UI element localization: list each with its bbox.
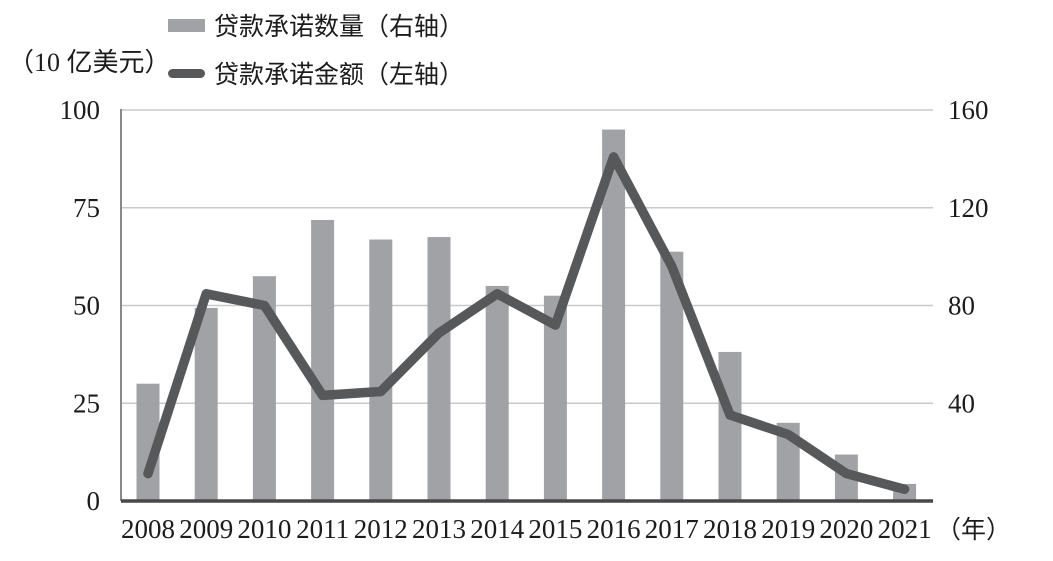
legend-item-bar-series: 贷款承诺数量（右轴） [168,12,464,41]
bar-swatch-icon [168,18,205,32]
bar-2009 [194,307,218,501]
right-axis-labels: 40 80 120 160 [948,95,989,418]
right-tick-80: 80 [948,291,975,321]
legend: 贷款承诺数量（右轴） 贷款承诺金额（左轴） [168,12,464,108]
x-tick-2019: 2019 [761,514,815,544]
x-tick-2008: 2008 [121,514,175,544]
x-tick-2020: 2020 [819,514,873,544]
right-tick-40: 40 [948,388,975,418]
loan-amount-line [143,152,910,495]
bar-2011 [311,219,335,501]
x-tick-2012: 2012 [354,514,408,544]
bar-2016 [602,129,626,502]
gridlines [121,109,933,404]
x-tick-2018: 2018 [703,514,757,544]
x-tick-2014: 2014 [470,514,525,544]
bar-2015 [543,295,567,501]
x-tick-2010: 2010 [237,514,291,544]
left-tick-25: 25 [73,388,100,418]
bar-2013 [427,237,451,501]
x-tick-2015: 2015 [528,514,582,544]
line-swatch-icon [168,68,205,78]
bar-2018 [718,351,742,501]
legend-item-line-series: 贷款承诺金额（左轴） [168,60,464,89]
right-tick-120: 120 [948,193,989,223]
bar-2008 [136,383,160,501]
left-axis-labels: 0 25 50 75 100 [60,95,101,516]
bar-2010 [252,276,276,501]
right-tick-160: 160 [948,95,989,125]
x-tick-2009: 2009 [179,514,233,544]
legend-label-line-series: 贷款承诺金额（左轴） [214,62,465,89]
left-tick-75: 75 [73,193,100,223]
bar-2017 [660,251,684,501]
bar-series [136,129,917,502]
x-axis-year-suffix: （年） [936,516,1011,544]
x-tick-2011: 2011 [296,514,349,544]
x-tick-2016: 2016 [587,514,641,544]
legend-label-bar-series: 贷款承诺数量（右轴） [214,14,465,41]
x-axis-labels: 2008 2009 2010 2011 2012 2013 2014 2015 2016 2017… [121,514,932,544]
x-tick-2021: 2021 [878,514,932,544]
left-axis-unit-label: （10 亿美元） [8,48,171,77]
left-tick-0: 0 [87,486,101,516]
bar-2012 [369,239,393,502]
x-tick-2017: 2017 [645,514,699,544]
left-tick-50: 50 [73,291,100,321]
left-tick-100: 100 [60,95,101,125]
bar-2014 [485,285,509,501]
x-tick-2013: 2013 [412,514,466,544]
